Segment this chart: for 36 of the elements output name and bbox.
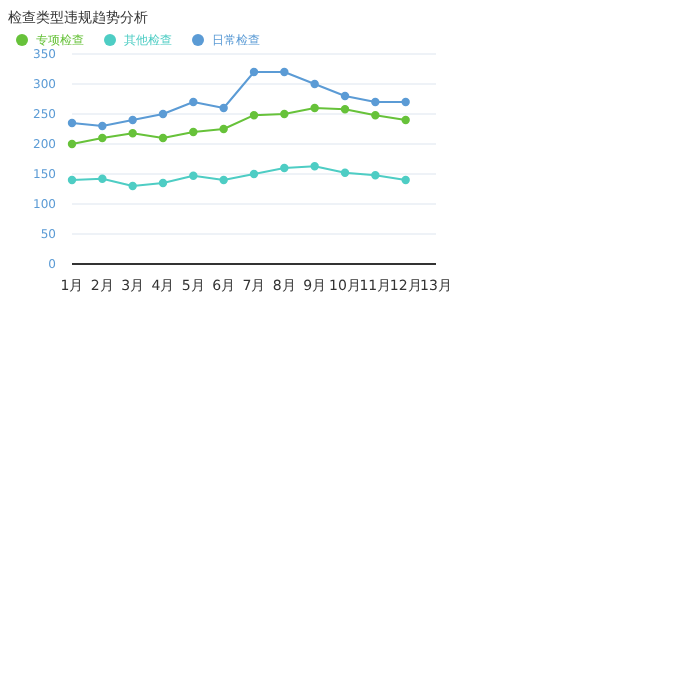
point: [128, 129, 137, 138]
point: [189, 171, 198, 180]
point: [158, 133, 168, 143]
point: [189, 97, 198, 107]
point: [98, 174, 107, 183]
point: [219, 124, 228, 134]
point: [371, 171, 380, 180]
point: [98, 133, 107, 143]
point: [340, 168, 350, 177]
point: [67, 139, 77, 149]
point: [189, 127, 198, 137]
point: [340, 91, 350, 101]
point: [158, 178, 168, 188]
point: [310, 103, 319, 113]
point: [128, 181, 137, 191]
point: [310, 162, 319, 171]
point: [67, 118, 77, 128]
point: [401, 115, 410, 125]
point: [98, 121, 107, 131]
point: [280, 163, 289, 173]
point: [67, 175, 77, 185]
point: [128, 115, 137, 125]
point: [249, 169, 259, 179]
point: [158, 109, 168, 119]
point: [219, 103, 228, 113]
point: [401, 97, 410, 107]
point: [401, 175, 410, 185]
point: [340, 105, 350, 114]
point: [371, 97, 380, 107]
point: [219, 175, 228, 185]
point: [371, 111, 380, 120]
point: [280, 109, 289, 119]
point: [280, 67, 289, 77]
point: [249, 111, 259, 120]
point: [310, 79, 319, 89]
point: [249, 67, 259, 77]
